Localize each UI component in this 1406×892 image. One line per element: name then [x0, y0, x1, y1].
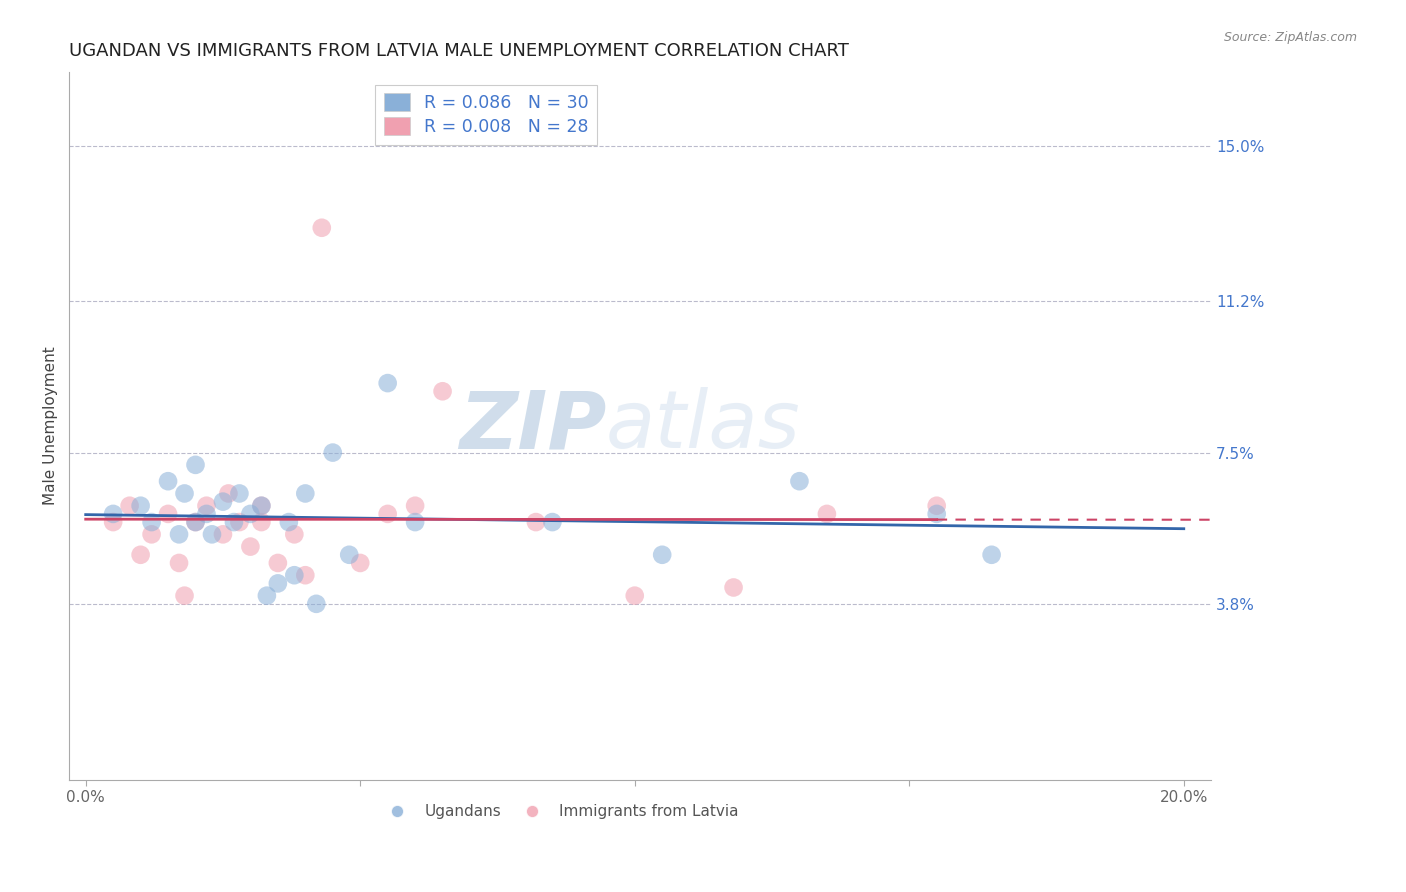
Point [212, 494, 235, 508]
Point [377, 507, 399, 521]
Point [184, 515, 207, 529]
Point [404, 515, 426, 529]
Point [250, 515, 273, 529]
Point [167, 556, 190, 570]
Point [815, 507, 838, 521]
Point [980, 548, 1002, 562]
Point [129, 548, 152, 562]
Point [311, 220, 333, 235]
Point [195, 499, 218, 513]
Point [305, 597, 328, 611]
Point [212, 527, 235, 541]
Point [141, 527, 163, 541]
Point [925, 499, 948, 513]
Point [250, 499, 273, 513]
Point [322, 445, 344, 459]
Point [925, 507, 948, 521]
Point [217, 486, 239, 500]
Point [141, 515, 163, 529]
Point [283, 527, 305, 541]
Point [294, 486, 316, 500]
Point [228, 486, 250, 500]
Point [277, 515, 299, 529]
Point [294, 568, 316, 582]
Text: atlas: atlas [606, 387, 801, 465]
Point [432, 384, 454, 399]
Point [184, 458, 207, 472]
Point [283, 568, 305, 582]
Point [239, 507, 262, 521]
Point [337, 548, 360, 562]
Point [250, 499, 273, 513]
Point [267, 556, 290, 570]
Point [167, 527, 190, 541]
Point [195, 507, 218, 521]
Text: UGANDAN VS IMMIGRANTS FROM LATVIA MALE UNEMPLOYMENT CORRELATION CHART: UGANDAN VS IMMIGRANTS FROM LATVIA MALE U… [69, 42, 849, 60]
Point [239, 540, 262, 554]
Point [157, 507, 180, 521]
Point [267, 576, 290, 591]
Point [723, 581, 745, 595]
Point [524, 515, 547, 529]
Point [377, 376, 399, 390]
Point [129, 499, 152, 513]
Y-axis label: Male Unemployment: Male Unemployment [44, 347, 58, 506]
Point [349, 556, 371, 570]
Point [228, 515, 250, 529]
Point [101, 507, 124, 521]
Text: ZIP: ZIP [458, 387, 606, 465]
Point [222, 515, 245, 529]
Point [173, 486, 195, 500]
Point [651, 548, 673, 562]
Point [623, 589, 645, 603]
Point [184, 515, 207, 529]
Point [789, 474, 811, 488]
Point [101, 515, 124, 529]
Point [173, 589, 195, 603]
Text: Source: ZipAtlas.com: Source: ZipAtlas.com [1223, 31, 1357, 45]
Point [118, 499, 141, 513]
Point [201, 527, 224, 541]
Point [541, 515, 564, 529]
Point [404, 499, 426, 513]
Legend: Ugandans, Immigrants from Latvia: Ugandans, Immigrants from Latvia [375, 797, 745, 825]
Point [157, 474, 180, 488]
Point [256, 589, 278, 603]
